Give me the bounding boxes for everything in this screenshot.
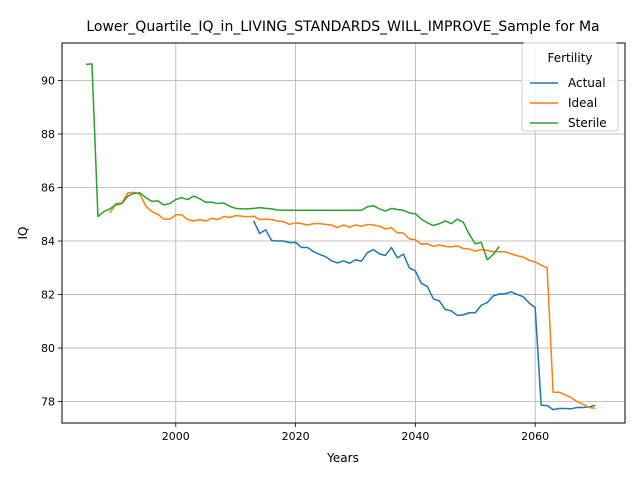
x-tick-label: 2060	[521, 430, 549, 443]
legend-label: Ideal	[568, 96, 597, 110]
series-layer	[85, 63, 596, 411]
y-tick-label: 80	[41, 342, 55, 355]
y-tick-label: 78	[41, 396, 55, 409]
chart-title: Lower_Quartile_IQ_in_LIVING_STANDARDS_WI…	[86, 19, 599, 35]
y-tick-label: 82	[41, 289, 55, 302]
legend-box	[521, 42, 619, 132]
y-axis: 78 80 82 84 86 88 90	[41, 74, 62, 409]
y-tick-label: 88	[41, 128, 55, 141]
y-tick-label: 90	[41, 74, 55, 87]
x-tick-label: 2040	[401, 430, 429, 443]
x-tick-label: 2020	[282, 430, 310, 443]
x-axis-label: Years	[326, 451, 359, 465]
series-line-sterile	[85, 63, 500, 261]
y-tick-label: 86	[41, 182, 55, 195]
y-axis-label: IQ	[16, 227, 30, 240]
legend-label: Sterile	[568, 116, 607, 130]
legend-title: Fertility	[547, 51, 592, 65]
legend-label: Actual	[568, 76, 606, 90]
axes-frame	[61, 42, 626, 424]
series-line-ideal	[109, 191, 596, 410]
series-line-actual	[252, 220, 596, 411]
y-tick-label: 84	[41, 235, 55, 248]
legend: Fertility Actual Ideal Sterile	[521, 42, 619, 132]
x-axis: 2000 2020 2040 2060	[162, 423, 549, 443]
x-tick-label: 2000	[162, 430, 190, 443]
